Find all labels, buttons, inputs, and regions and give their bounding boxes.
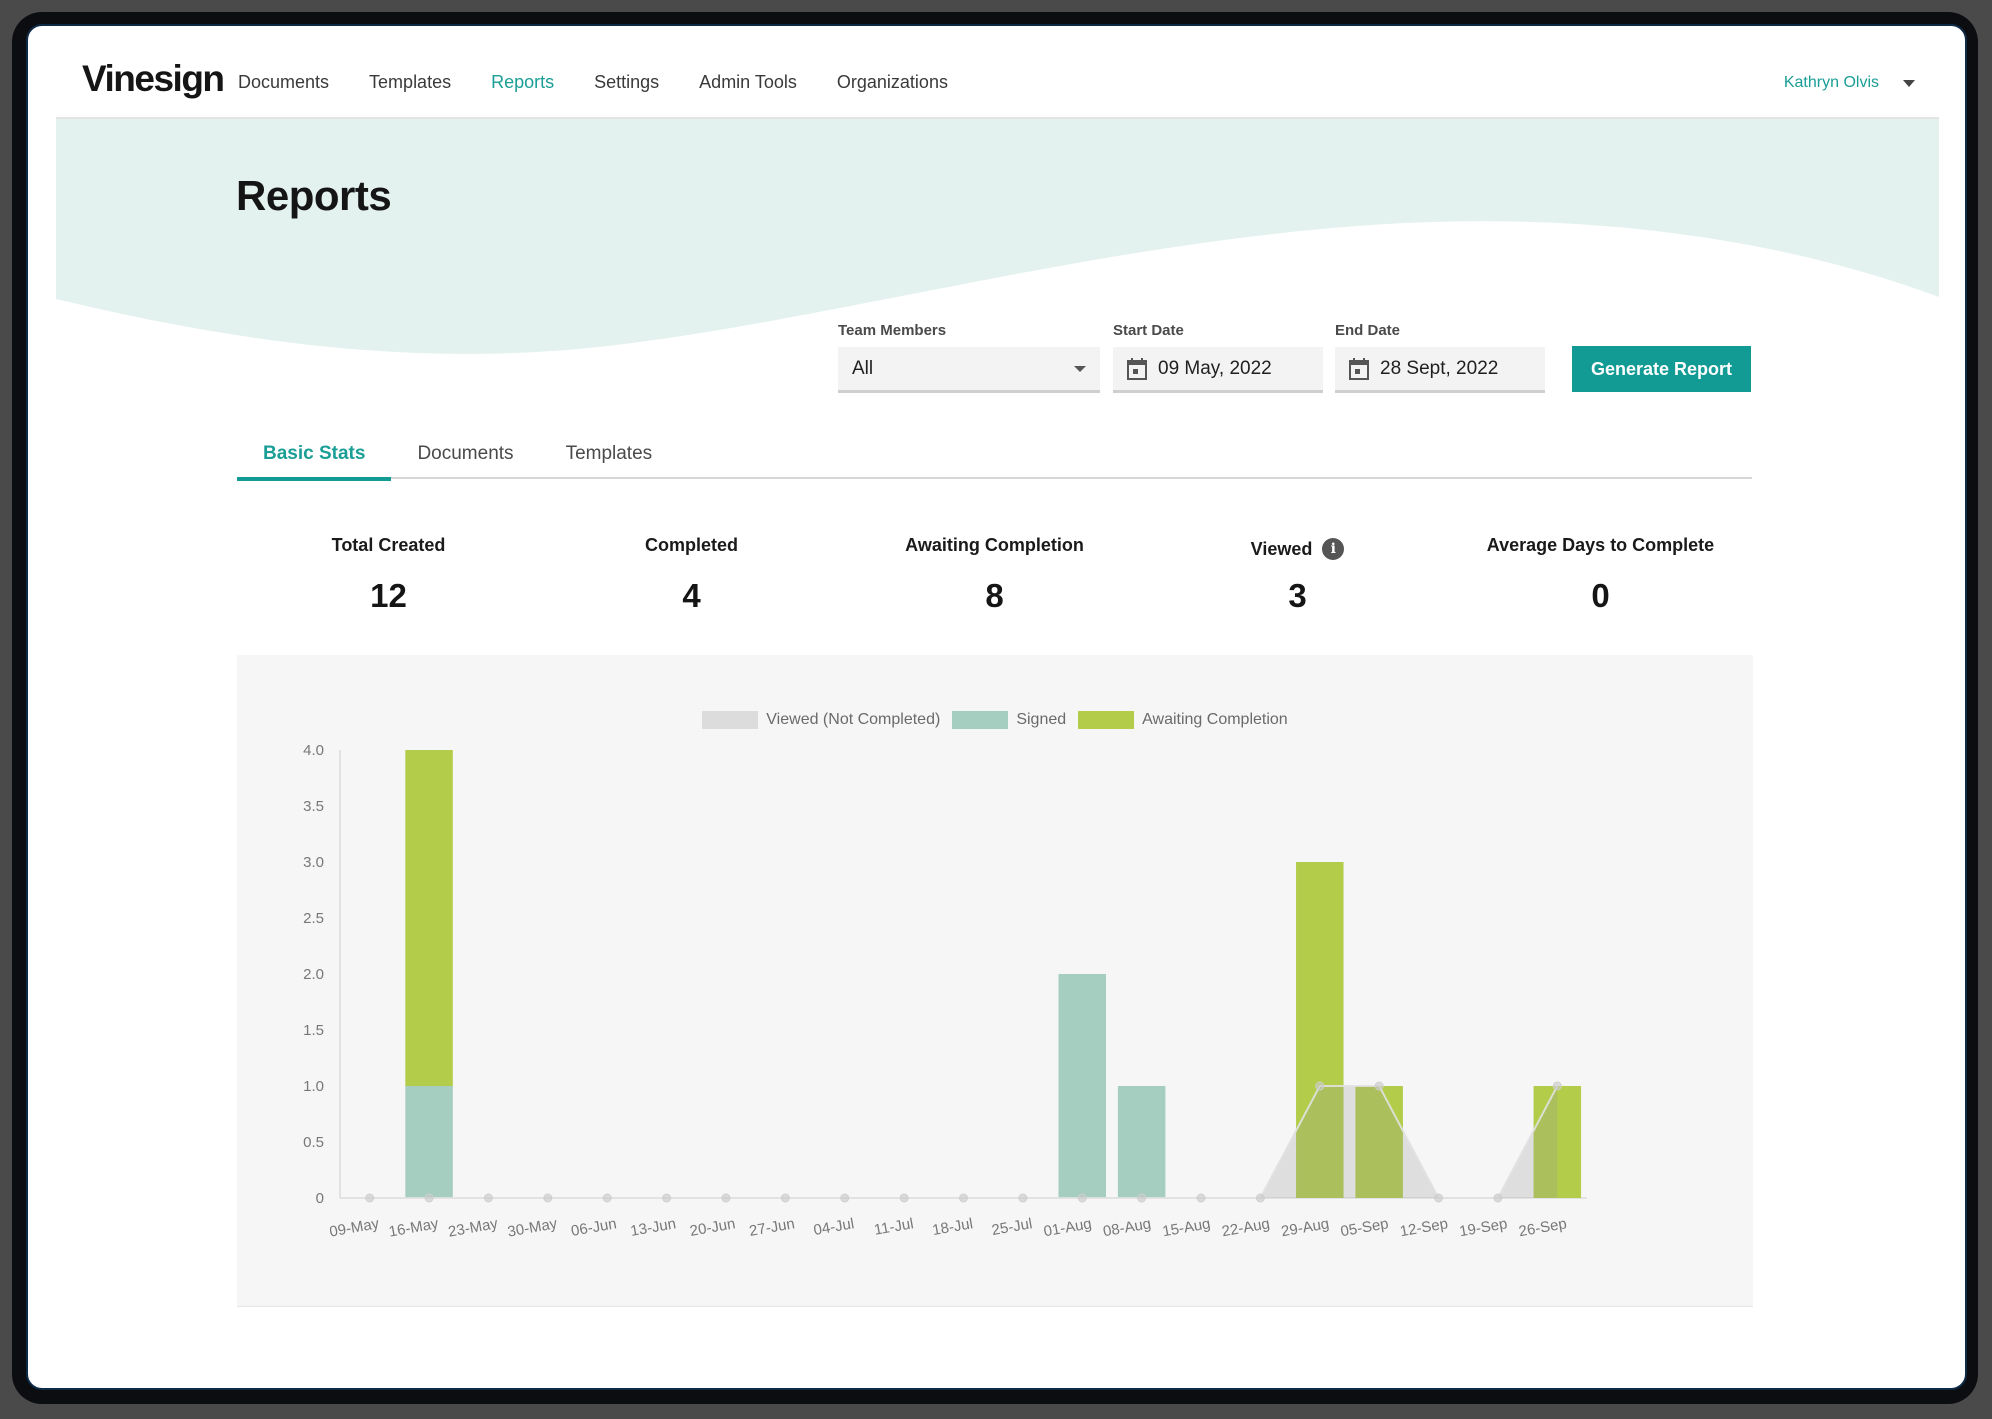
svg-text:0.5: 0.5 bbox=[303, 1134, 324, 1151]
end-date-value: 28 Sept, 2022 bbox=[1380, 357, 1499, 379]
nav-item-reports[interactable]: Reports bbox=[491, 72, 555, 92]
legend-label: Viewed (Not Completed) bbox=[766, 711, 941, 728]
legend-swatch bbox=[952, 711, 1009, 729]
stats-row: Total Created 12 Completed 4 Awaiting Co… bbox=[237, 531, 1752, 615]
legend-item-viewed[interactable]: Viewed (Not Completed) bbox=[702, 711, 940, 729]
report-tabs: Basic Stats Documents Templates bbox=[237, 441, 1752, 481]
start-date-field: Start Date 09 May, 2022 bbox=[1113, 322, 1323, 393]
svg-text:20-Jun: 20-Jun bbox=[689, 1215, 737, 1240]
stat-completed: Completed 4 bbox=[540, 531, 843, 615]
info-icon[interactable]: i bbox=[1322, 538, 1345, 560]
stat-value: 3 bbox=[1288, 577, 1307, 614]
svg-text:1.0: 1.0 bbox=[303, 1078, 324, 1095]
team-members-label: Team Members bbox=[838, 322, 947, 339]
svg-text:18-Jul: 18-Jul bbox=[931, 1215, 974, 1239]
stacked-bar-chart: 0 0.5 1.0 1.5 2.0 2.5 3.0 3.5 4.0 09-May 16-May 23-… bbox=[303, 742, 1587, 1241]
tab-templates[interactable]: Templates bbox=[565, 443, 653, 464]
tab-documents[interactable]: Documents bbox=[417, 443, 514, 464]
svg-text:15-Aug: 15-Aug bbox=[1161, 1215, 1212, 1240]
svg-text:26-Sep: 26-Sep bbox=[1517, 1215, 1568, 1240]
svg-text:22-Aug: 22-Aug bbox=[1221, 1215, 1272, 1240]
svg-text:4.0: 4.0 bbox=[303, 742, 324, 759]
stat-value: 0 bbox=[1591, 577, 1610, 614]
end-date-label: End Date bbox=[1335, 322, 1401, 339]
end-date-field: End Date 28 Sept, 2022 bbox=[1335, 322, 1545, 393]
nav-item-settings[interactable]: Settings bbox=[594, 72, 660, 92]
app-window: Vinesign Documents Templates Reports Set… bbox=[26, 24, 1967, 1390]
stat-awaiting-completion: Awaiting Completion 8 bbox=[843, 531, 1146, 615]
svg-text:01-Aug: 01-Aug bbox=[1042, 1215, 1093, 1240]
tab-basic-stats[interactable]: Basic Stats bbox=[237, 441, 392, 481]
stat-value: 12 bbox=[370, 577, 407, 614]
nav-item-admin-tools[interactable]: Admin Tools bbox=[699, 72, 797, 92]
stat-viewed: Viewed i 3 bbox=[1146, 531, 1449, 615]
svg-text:13-Jun: 13-Jun bbox=[629, 1215, 677, 1240]
legend-label: Signed bbox=[1016, 711, 1067, 728]
banner-wave bbox=[56, 119, 1939, 354]
logo[interactable]: Vinesign bbox=[82, 58, 225, 99]
start-date-input[interactable]: 09 May, 2022 bbox=[1113, 347, 1323, 393]
legend-swatch bbox=[702, 711, 759, 729]
page-banner bbox=[56, 117, 1939, 377]
svg-text:2.0: 2.0 bbox=[303, 966, 324, 983]
svg-text:04-Jul: 04-Jul bbox=[812, 1215, 855, 1239]
legend-swatch bbox=[1078, 711, 1135, 729]
legend-item-awaiting[interactable]: Awaiting Completion bbox=[1078, 711, 1288, 729]
svg-text:1.5: 1.5 bbox=[303, 1022, 324, 1039]
user-menu[interactable]: Kathryn Olvis bbox=[1784, 74, 1915, 92]
top-nav: Vinesign Documents Templates Reports Set… bbox=[28, 26, 1965, 118]
svg-text:3.5: 3.5 bbox=[303, 798, 324, 815]
start-date-value: 09 May, 2022 bbox=[1158, 357, 1272, 379]
calendar-icon bbox=[1127, 357, 1147, 380]
svg-text:05-Sep: 05-Sep bbox=[1339, 1215, 1390, 1240]
svg-text:06-Jun: 06-Jun bbox=[570, 1215, 618, 1240]
svg-text:27-Jun: 27-Jun bbox=[748, 1215, 796, 1240]
nav-item-organizations[interactable]: Organizations bbox=[836, 72, 948, 92]
start-date-label: Start Date bbox=[1113, 322, 1184, 339]
stat-label: Completed bbox=[644, 534, 738, 555]
svg-text:09-May: 09-May bbox=[328, 1215, 381, 1241]
stat-label: Awaiting Completion bbox=[905, 534, 1084, 555]
svg-text:25-Jul: 25-Jul bbox=[990, 1215, 1033, 1239]
svg-text:0: 0 bbox=[316, 1190, 324, 1207]
svg-text:2.5: 2.5 bbox=[303, 910, 324, 927]
dropdown-arrow-icon bbox=[1074, 365, 1086, 372]
stat-value: 8 bbox=[985, 577, 1004, 614]
stat-average-days: Average Days to Complete 0 bbox=[1449, 531, 1752, 615]
svg-text:19-Sep: 19-Sep bbox=[1458, 1215, 1509, 1240]
nav-item-documents[interactable]: Documents bbox=[238, 72, 330, 92]
stat-value: 4 bbox=[682, 577, 701, 614]
end-date-input[interactable]: 28 Sept, 2022 bbox=[1335, 347, 1545, 393]
team-members-field: Team Members All bbox=[838, 322, 1100, 393]
svg-text:23-May: 23-May bbox=[447, 1215, 500, 1241]
svg-text:12-Sep: 12-Sep bbox=[1399, 1215, 1450, 1240]
svg-text:16-May: 16-May bbox=[388, 1215, 441, 1241]
chart-panel: Viewed (Not Completed) Signed Awaiting C… bbox=[237, 655, 1753, 1307]
calendar-icon bbox=[1349, 357, 1369, 380]
nav-item-templates[interactable]: Templates bbox=[369, 72, 452, 92]
page-title: Reports bbox=[236, 172, 392, 219]
user-name: Kathryn Olvis bbox=[1783, 74, 1879, 91]
svg-text:08-Aug: 08-Aug bbox=[1102, 1215, 1153, 1240]
svg-text:29-Aug: 29-Aug bbox=[1280, 1215, 1331, 1240]
stat-total-created: Total Created 12 bbox=[237, 531, 540, 615]
team-members-select[interactable]: All bbox=[838, 347, 1100, 393]
stat-label: Viewed bbox=[1250, 538, 1313, 559]
svg-text:11-Jul: 11-Jul bbox=[873, 1215, 915, 1239]
team-members-value: All bbox=[852, 357, 874, 379]
legend-item-signed[interactable]: Signed bbox=[952, 711, 1066, 729]
chevron-down-icon bbox=[1903, 79, 1915, 87]
stat-label: Total Created bbox=[331, 534, 446, 555]
svg-text:3.0: 3.0 bbox=[303, 854, 324, 871]
svg-text:30-May: 30-May bbox=[506, 1215, 559, 1241]
generate-report-button[interactable]: Generate Report bbox=[1572, 346, 1751, 392]
legend-label: Awaiting Completion bbox=[1142, 711, 1288, 728]
stat-label: Average Days to Complete bbox=[1486, 534, 1715, 555]
chart-legend: Viewed (Not Completed) Signed Awaiting C… bbox=[237, 711, 1753, 729]
nav-links: Documents Templates Reports Settings Adm… bbox=[238, 72, 988, 93]
